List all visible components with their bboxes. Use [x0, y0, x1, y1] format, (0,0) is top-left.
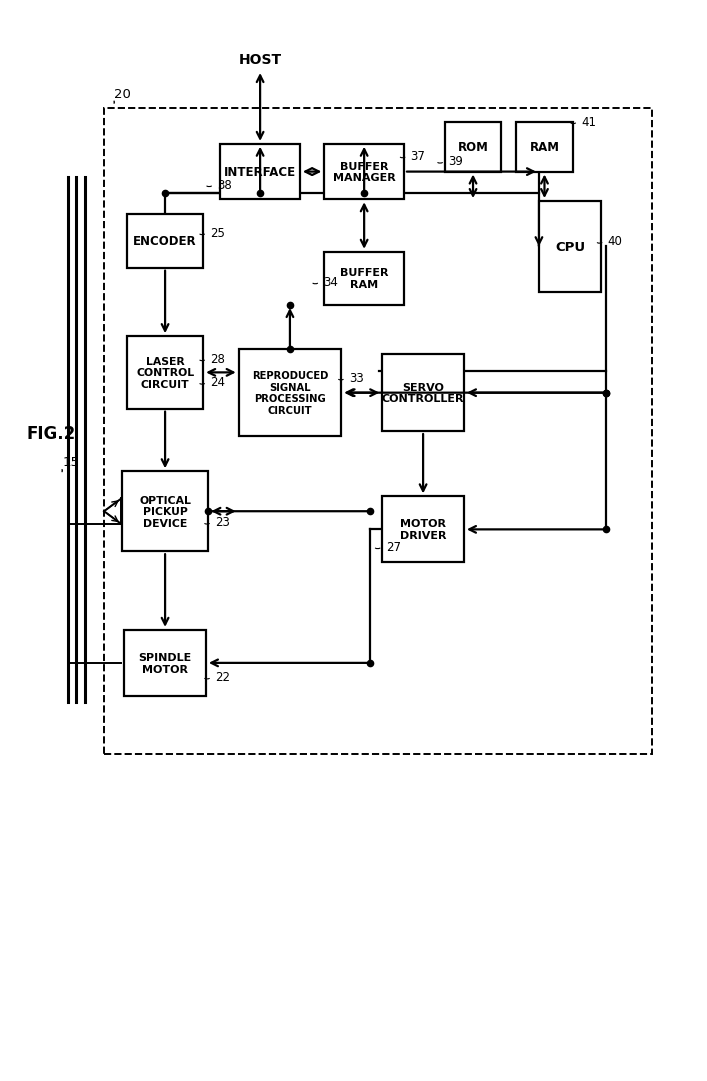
Text: 25: 25 [210, 227, 225, 240]
Text: 15: 15 [62, 456, 79, 469]
Text: RAM: RAM [529, 142, 559, 155]
Bar [104, 108, 652, 753]
Text: ENCODER: ENCODER [133, 236, 197, 249]
Text: LASER
CONTROL
CIRCUIT: LASER CONTROL CIRCUIT [136, 357, 194, 389]
Bar [127, 336, 203, 410]
Bar [382, 355, 464, 431]
Text: CPU: CPU [555, 241, 585, 254]
Bar [324, 252, 404, 306]
Bar [124, 630, 206, 696]
Text: OPTICAL
PICKUP
DEVICE: OPTICAL PICKUP DEVICE [139, 495, 191, 529]
Bar [324, 145, 404, 200]
Text: 34: 34 [323, 276, 338, 289]
Text: INTERFACE: INTERFACE [224, 165, 296, 178]
Text: 22: 22 [215, 670, 230, 683]
Text: 28: 28 [210, 352, 225, 365]
Text: 24: 24 [210, 376, 225, 389]
Bar [238, 349, 341, 437]
Text: 23: 23 [215, 516, 230, 529]
Text: SPINDLE
MOTOR: SPINDLE MOTOR [139, 653, 192, 675]
Bar [122, 471, 209, 551]
Text: BUFFER
RAM: BUFFER RAM [339, 268, 388, 290]
Text: SERVO
CONTROLLER: SERVO CONTROLLER [382, 383, 464, 404]
Bar [127, 215, 203, 268]
Text: 38: 38 [217, 178, 232, 191]
Bar [220, 145, 300, 200]
Text: 41: 41 [581, 116, 596, 129]
Text: HOST: HOST [238, 53, 281, 67]
Bar [382, 497, 464, 563]
Text: FIG.2: FIG.2 [26, 425, 76, 443]
Text: 37: 37 [410, 150, 425, 163]
Text: 27: 27 [385, 540, 400, 553]
Text: 20: 20 [115, 88, 132, 101]
Bar [444, 123, 501, 172]
Bar [539, 202, 601, 292]
Text: 39: 39 [448, 156, 462, 169]
Text: BUFFER
MANAGER: BUFFER MANAGER [332, 161, 395, 183]
Text: REPRODUCED
SIGNAL
PROCESSING
CIRCUIT: REPRODUCED SIGNAL PROCESSING CIRCUIT [252, 371, 328, 415]
Bar [515, 123, 573, 172]
Text: MOTOR
DRIVER: MOTOR DRIVER [399, 519, 446, 540]
Text: ROM: ROM [457, 142, 488, 155]
Text: 33: 33 [349, 372, 363, 385]
Text: 40: 40 [607, 236, 622, 249]
